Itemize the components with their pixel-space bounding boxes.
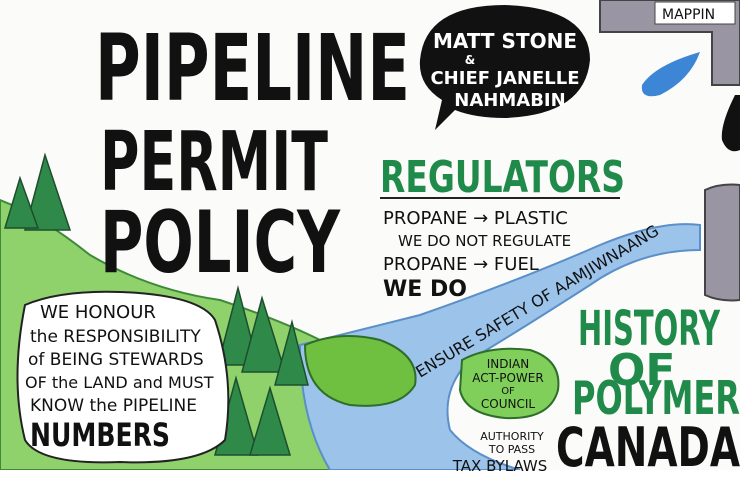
speaker-name: MATT STONE	[433, 29, 577, 53]
regulators-heading: REGULATORS	[380, 152, 625, 203]
authority-line: AUTHORITY	[480, 430, 544, 443]
sketchnote: PIPELINE PERMIT POLICY MATT STONE & CHIE…	[0, 0, 740, 484]
regulators-line: PROPANE → PLASTIC	[383, 208, 568, 229]
stewardship-line: KNOW the PIPELINE	[30, 396, 197, 416]
speaker-name: CHIEF JANELLE	[430, 68, 579, 89]
regulators-line: WE DO NOT REGULATE	[398, 232, 571, 250]
council-line: ACT-POWER	[472, 371, 543, 385]
regulators-line: PROPANE → FUEL	[383, 254, 539, 275]
council-line: COUNCIL	[481, 397, 536, 411]
authority-line: TAX BYLAWS	[452, 457, 547, 475]
pipe-label: MAPPIN	[662, 7, 715, 23]
barrel	[705, 185, 740, 301]
speaker-amp: &	[465, 53, 475, 67]
council-line: INDIAN	[487, 357, 529, 371]
title-line: POLICY	[100, 193, 341, 293]
title-line: PIPELINE	[95, 15, 410, 122]
authority-line: TO PASS	[488, 443, 535, 456]
stewardship-line: the RESPONSIBILITY	[30, 327, 201, 347]
council-line: OF	[501, 386, 515, 397]
regulators-line: WE DO	[383, 277, 467, 302]
speaker-name: NAHMABIN	[454, 90, 565, 111]
stewardship-line: NUMBERS	[30, 416, 170, 454]
stewardship-line: OF the LAND and MUST	[25, 373, 214, 392]
history-line: CANADA	[556, 416, 740, 479]
stewardship-line: WE HONOUR	[40, 302, 156, 323]
stewardship-line: of BEING STEWARDS	[28, 350, 204, 370]
